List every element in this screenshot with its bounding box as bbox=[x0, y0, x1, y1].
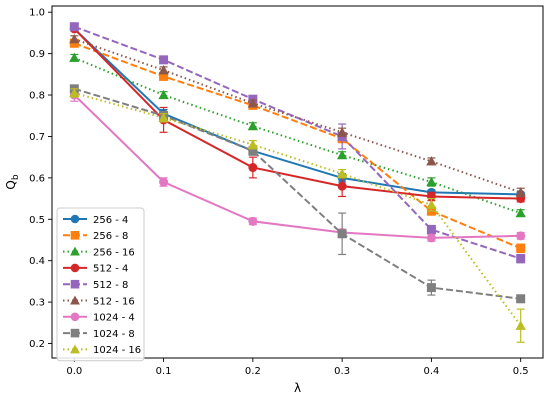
data-point bbox=[248, 216, 258, 226]
series-512-16 bbox=[69, 33, 526, 198]
data-point bbox=[248, 146, 258, 156]
y-axis-label-main: Q bbox=[4, 180, 18, 189]
y-axis-label-subscript: b bbox=[11, 174, 21, 180]
data-point bbox=[247, 120, 259, 131]
data-point bbox=[247, 98, 259, 108]
data-point bbox=[426, 156, 437, 166]
y-tick-label: 0.5 bbox=[29, 215, 45, 226]
data-point bbox=[426, 225, 436, 235]
series-line bbox=[73, 42, 522, 250]
data-point bbox=[516, 254, 526, 264]
legend-label: 512 - 16 bbox=[93, 296, 135, 307]
data-point bbox=[70, 328, 80, 338]
data-point bbox=[247, 139, 259, 149]
data-point bbox=[516, 294, 526, 304]
data-point bbox=[158, 89, 169, 100]
series-1024-16 bbox=[69, 87, 526, 343]
series-line bbox=[73, 25, 522, 260]
data-point bbox=[70, 295, 80, 305]
y-tick-label: 0.6 bbox=[29, 173, 45, 184]
data-point bbox=[69, 38, 79, 48]
y-tick-label: 1.0 bbox=[29, 8, 45, 19]
legend-label: 512 - 4 bbox=[93, 264, 128, 275]
data-point bbox=[515, 187, 526, 197]
y-axis: 0.2 0.3 0.4 0.5 0.6 0.7 0.8 0.9 1.0 bbox=[29, 8, 52, 350]
data-point bbox=[159, 55, 169, 65]
x-tick-label: 0.5 bbox=[513, 366, 529, 377]
legend-label: 1024 - 4 bbox=[93, 313, 135, 324]
data-point bbox=[515, 207, 526, 218]
data-point bbox=[158, 112, 169, 122]
data-point bbox=[426, 233, 436, 243]
data-point bbox=[69, 87, 80, 98]
data-point bbox=[70, 312, 80, 322]
series-line bbox=[73, 28, 521, 196]
y-tick-label: 0.8 bbox=[29, 91, 45, 102]
series-line bbox=[74, 87, 521, 300]
legend-box bbox=[56, 207, 145, 362]
data-point bbox=[70, 214, 80, 224]
data-point bbox=[426, 283, 436, 293]
y-tick-label: 0.4 bbox=[29, 256, 45, 267]
series-layer bbox=[69, 22, 526, 343]
data-point bbox=[158, 65, 169, 75]
legend-label: 256 - 16 bbox=[93, 247, 135, 258]
data-point bbox=[70, 246, 80, 256]
data-point bbox=[337, 181, 347, 191]
x-tick-label: 0.4 bbox=[423, 366, 439, 377]
y-tick-label: 0.2 bbox=[29, 339, 45, 350]
data-point bbox=[426, 199, 437, 209]
x-tick-label: 0.1 bbox=[156, 366, 172, 377]
series-256-16 bbox=[69, 52, 526, 218]
y-tick-label: 0.7 bbox=[29, 132, 45, 143]
data-point bbox=[336, 149, 348, 160]
data-point bbox=[69, 22, 79, 32]
data-point bbox=[159, 71, 169, 81]
series-line bbox=[73, 94, 521, 239]
data-point bbox=[516, 231, 526, 241]
data-point bbox=[69, 33, 80, 44]
y-axis-label: Qb bbox=[4, 174, 21, 189]
data-point bbox=[336, 168, 348, 178]
x-tick-label: 0.0 bbox=[66, 366, 82, 377]
x-tick-label: 0.2 bbox=[245, 366, 261, 377]
y-tick-label: 0.3 bbox=[29, 298, 45, 309]
data-point bbox=[70, 344, 80, 354]
legend-label: 256 - 4 bbox=[93, 215, 128, 226]
plot-frame bbox=[51, 5, 544, 359]
data-point bbox=[70, 231, 80, 240]
data-point bbox=[337, 229, 347, 239]
legend-label: 1024 - 16 bbox=[93, 345, 141, 356]
data-point bbox=[159, 177, 169, 187]
legend: 256 - 4 256 - 8 256 - 16 512 - 4 512 - 8 512 … bbox=[56, 207, 145, 362]
legend-label: 1024 - 8 bbox=[93, 329, 135, 340]
data-point bbox=[248, 163, 258, 173]
legend-label: 512 - 8 bbox=[93, 280, 128, 291]
data-point bbox=[70, 279, 80, 289]
data-point bbox=[516, 243, 526, 253]
data-point bbox=[515, 320, 526, 330]
x-tick-label: 0.3 bbox=[334, 366, 350, 377]
data-point bbox=[336, 127, 348, 137]
legend-label: 256 - 8 bbox=[93, 231, 128, 242]
y-tick-label: 0.9 bbox=[29, 49, 45, 60]
data-point bbox=[69, 52, 80, 62]
data-point bbox=[426, 176, 437, 187]
series-line bbox=[74, 92, 522, 327]
series-line bbox=[73, 28, 521, 200]
data-point bbox=[70, 263, 80, 273]
x-axis-label: λ bbox=[294, 381, 301, 395]
